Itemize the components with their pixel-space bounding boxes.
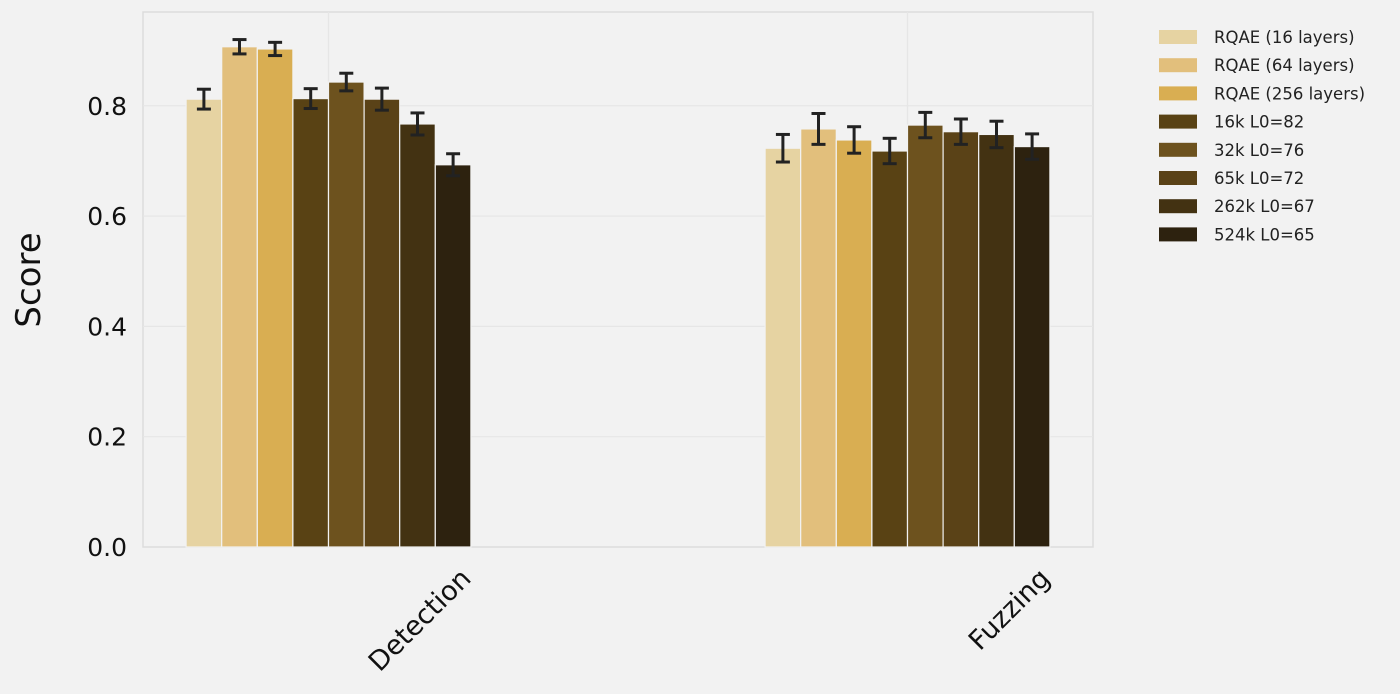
legend-label: 524k L0=65 [1214, 225, 1315, 244]
bar [978, 133, 1015, 548]
bar [363, 98, 401, 548]
bar [871, 150, 909, 548]
bar [906, 124, 944, 548]
legend-swatch [1159, 142, 1197, 157]
legend-label: RQAE (16 layers) [1214, 28, 1355, 47]
bar [399, 123, 436, 548]
legend-label: RQAE (256 layers) [1214, 84, 1365, 103]
bar [256, 48, 294, 548]
error-bars [196, 38, 1040, 178]
bar [221, 46, 258, 548]
y-tick-label: 0.2 [87, 423, 127, 452]
legend-label: 262k L0=67 [1214, 197, 1315, 216]
legend-swatch [1159, 114, 1197, 129]
x-tick-label: Fuzzing [963, 563, 1057, 657]
y-axis-label: Score [9, 232, 49, 327]
bar [292, 97, 330, 548]
y-tick-label: 0.0 [87, 533, 127, 562]
bar [942, 131, 980, 548]
x-tick-label: Detection [363, 563, 478, 678]
legend-swatch [1159, 227, 1197, 242]
legend: RQAE (16 layers) RQAE (64 layers) RQAE (25… [1159, 28, 1365, 244]
legend-swatch [1159, 30, 1197, 44]
legend-label: RQAE (64 layers) [1214, 56, 1355, 75]
bar [800, 128, 837, 548]
bar [434, 164, 472, 548]
bar [1013, 145, 1051, 548]
y-tick-label: 0.8 [87, 92, 127, 121]
bar [764, 147, 802, 548]
y-tick-label: 0.4 [87, 312, 127, 341]
bar [835, 139, 873, 548]
legend-label: 65k L0=72 [1214, 169, 1304, 188]
legend-label: 32k L0=76 [1214, 141, 1304, 160]
legend-label: 16k L0=82 [1214, 113, 1304, 132]
y-axis: 0.0 0.2 0.4 0.6 0.8 [87, 92, 127, 562]
legend-swatch [1159, 171, 1197, 185]
legend-swatch [1159, 86, 1197, 101]
x-axis: Detection Fuzzing [363, 563, 1057, 678]
bar [327, 81, 365, 548]
legend-swatch [1159, 199, 1197, 214]
bar [185, 98, 223, 548]
legend-swatch [1159, 58, 1197, 73]
y-tick-label: 0.6 [87, 202, 127, 231]
